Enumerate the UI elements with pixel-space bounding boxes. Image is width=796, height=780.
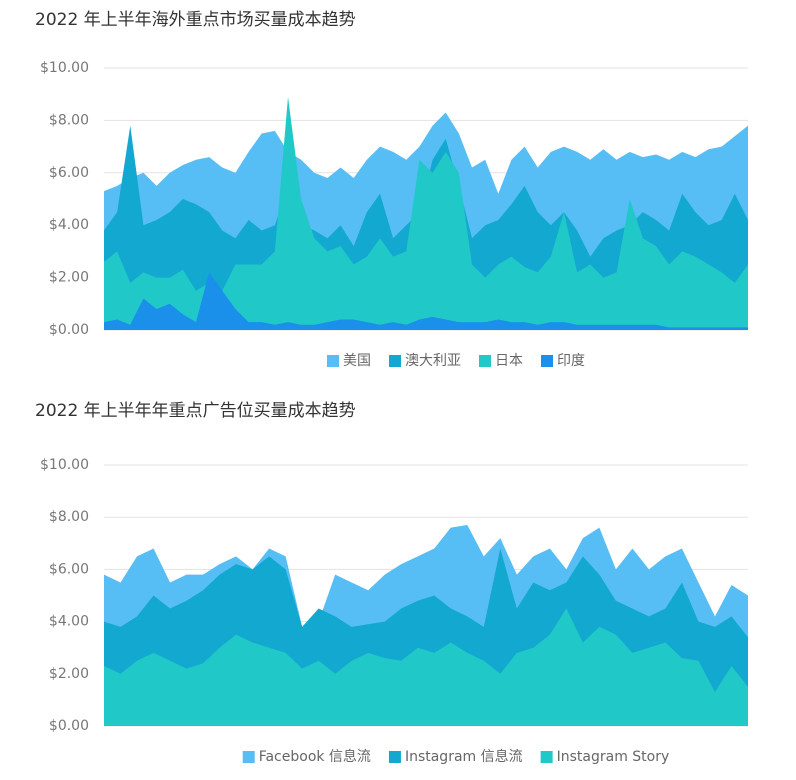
legend-label: 美国 (343, 353, 371, 369)
legend-label: Instagram Story (557, 749, 670, 765)
chart-title: 2022 年上半年海外重点市场买量成本趋势 (35, 10, 356, 30)
y-tick-label: $10.00 (40, 457, 89, 473)
y-tick-label: $4.00 (49, 614, 89, 630)
y-tick-label: $2.00 (49, 666, 89, 682)
legend-swatch (479, 355, 491, 367)
legend-swatch (541, 355, 553, 367)
legend-label: 澳大利亚 (405, 353, 461, 369)
area (104, 96, 748, 330)
y-tick-label: $0.00 (49, 322, 89, 338)
legend-swatch (388, 751, 401, 763)
legend-swatch (540, 751, 553, 763)
y-tick-label: $4.00 (49, 217, 89, 233)
y-tick-label: $6.00 (49, 561, 89, 577)
y-tick-label: $2.00 (49, 270, 89, 286)
legend-swatch (327, 355, 339, 367)
chart-title: 2022 年上半年年重点广告位买量成本趋势 (35, 401, 356, 421)
y-tick-label: $10.00 (40, 60, 89, 76)
y-tick-label: $0.00 (49, 718, 89, 734)
y-tick-label: $8.00 (49, 112, 89, 128)
area (104, 608, 748, 726)
legend-label: 日本 (495, 353, 523, 369)
y-tick-label: $8.00 (49, 509, 89, 525)
legend-swatch (389, 355, 401, 367)
y-tick-label: $6.00 (49, 165, 89, 181)
legend-label: Facebook 信息流 (259, 748, 371, 765)
legend-label: 印度 (557, 353, 585, 369)
legend-swatch (242, 751, 255, 763)
legend-label: Instagram 信息流 (405, 748, 523, 765)
area (104, 272, 748, 330)
